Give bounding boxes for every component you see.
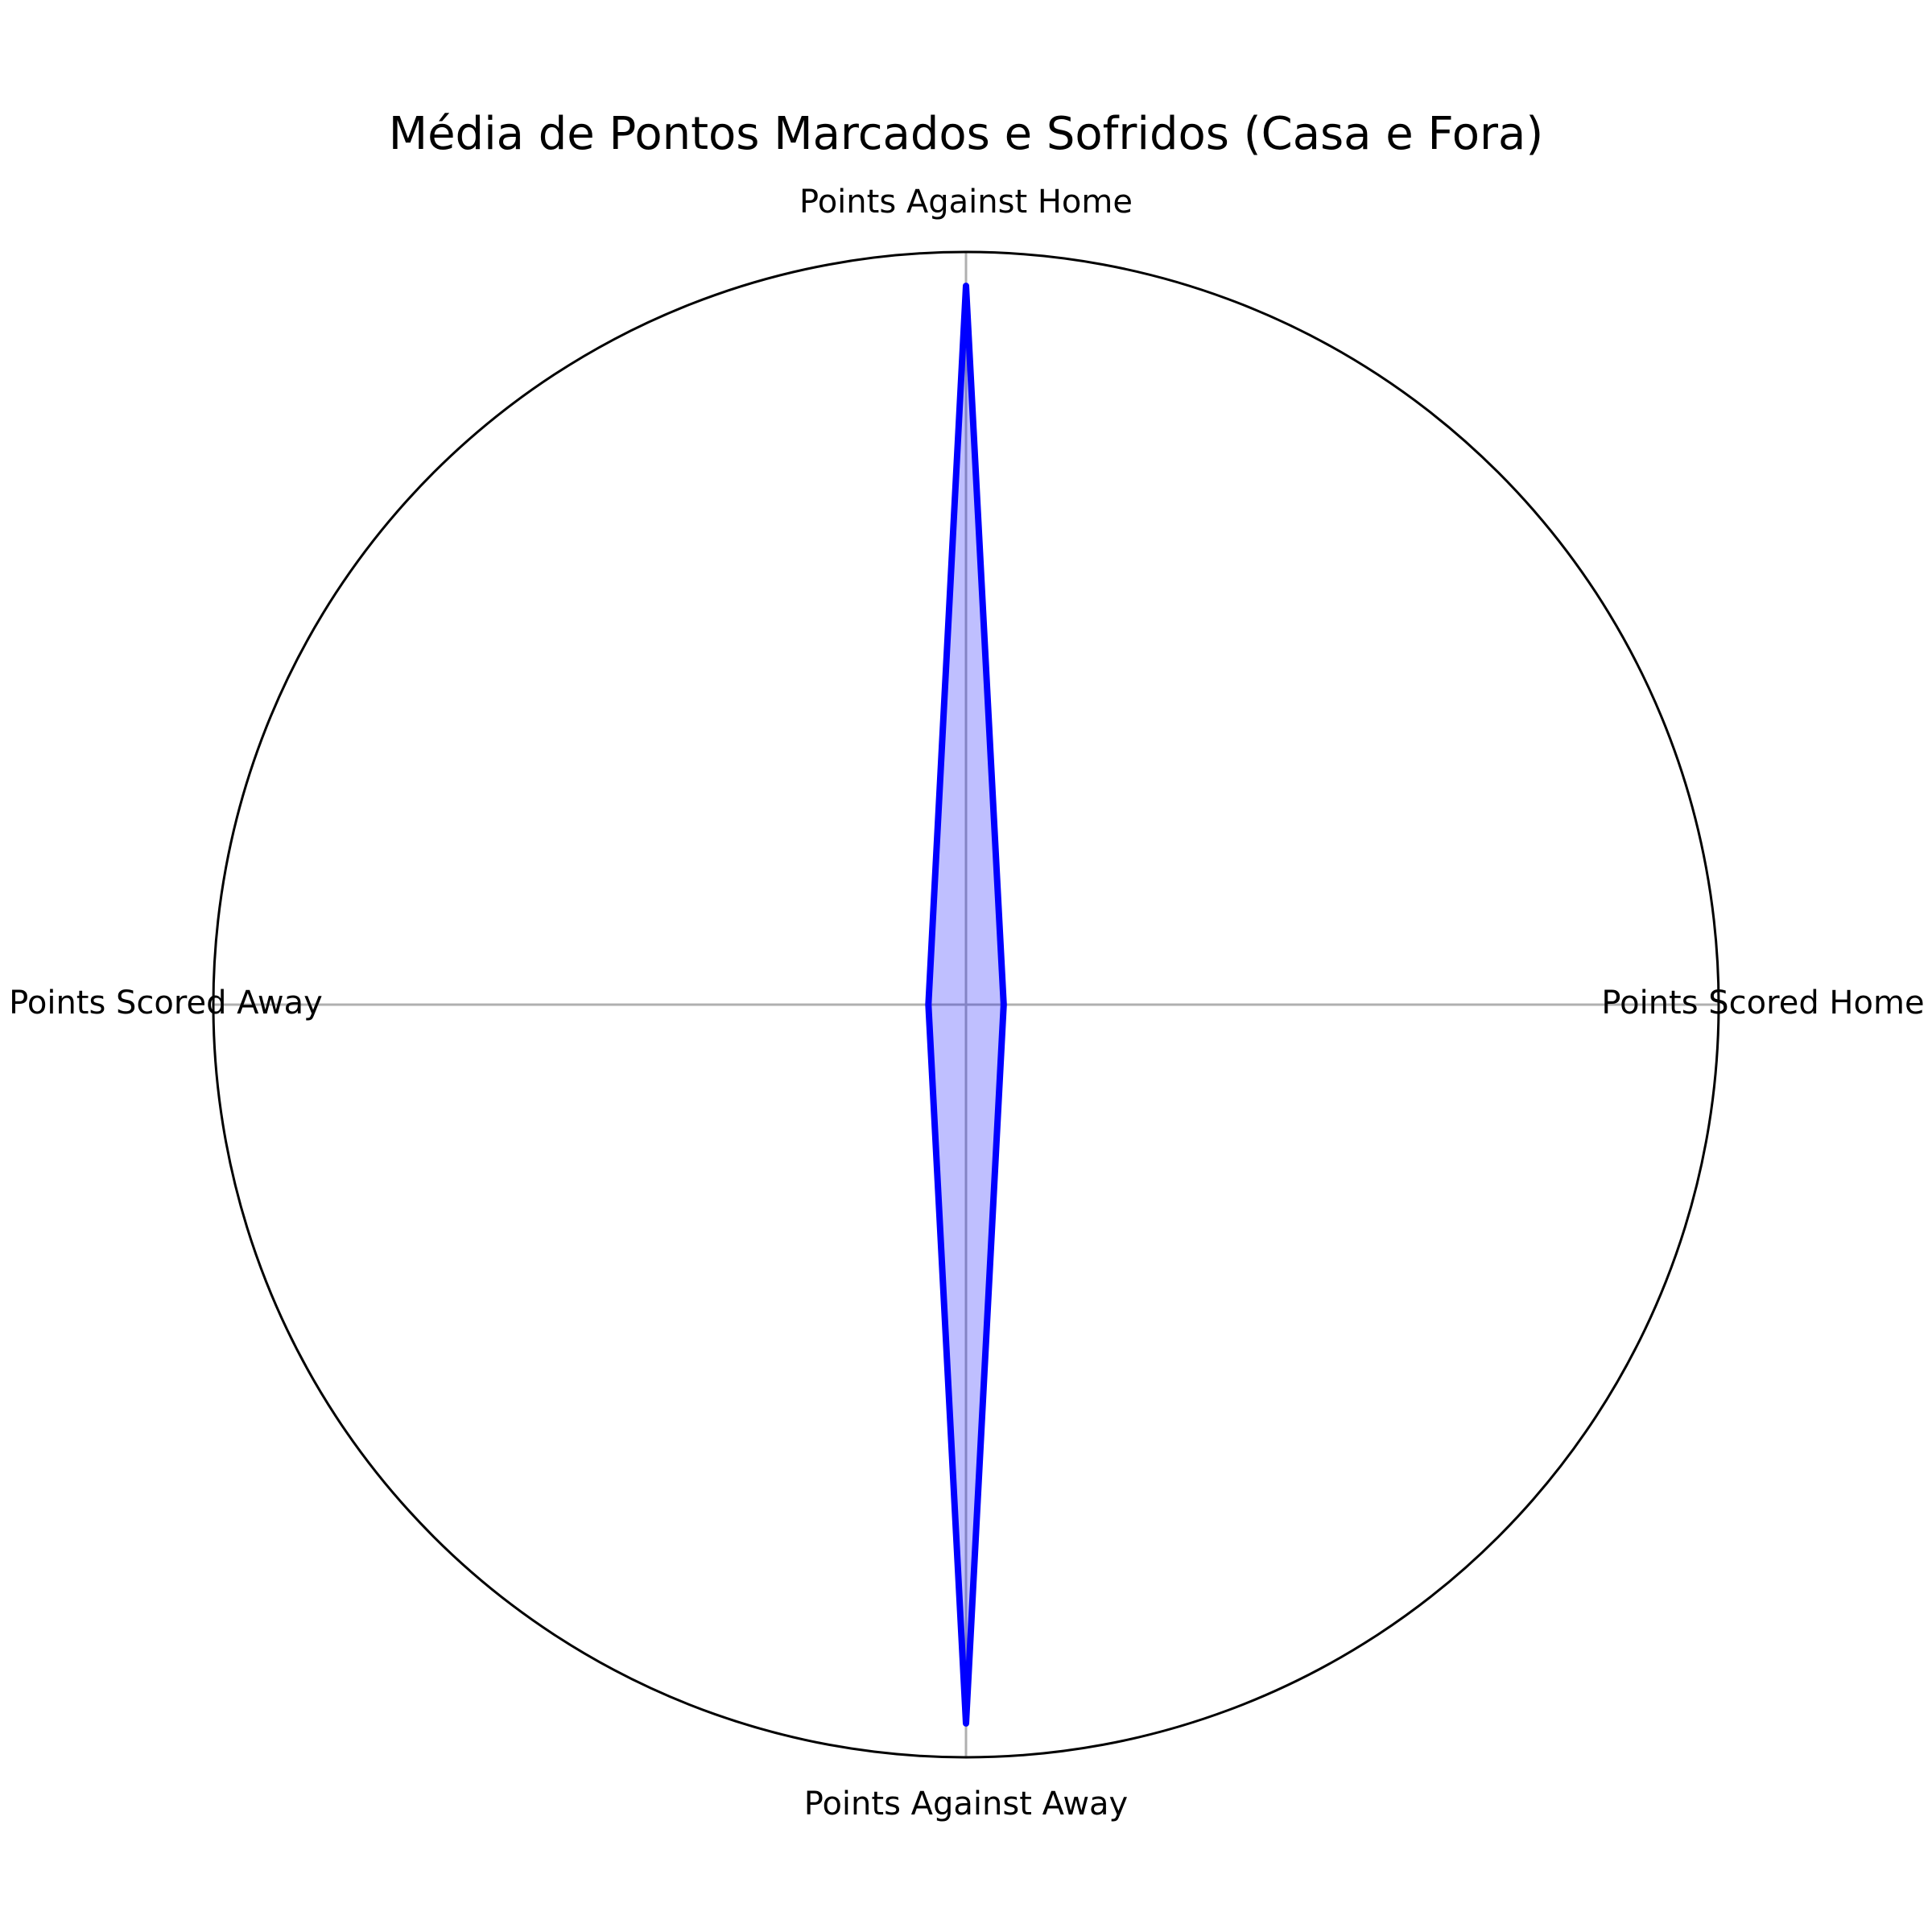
series-area — [928, 286, 1004, 1724]
axis-label-points-against-away: Points Against Away — [804, 1785, 1128, 1823]
axis-label-points-scored-away: Points Scored Away — [9, 985, 323, 1022]
polar-spine — [212, 250, 1720, 1759]
axis-label-points-against-home: Points Against Home — [799, 184, 1133, 221]
axis-label-points-scored-home: Points Scored Home — [1601, 985, 1924, 1022]
series-line — [925, 283, 1007, 1727]
chart-title: Média de Pontos Marcados e Sofridos (Cas… — [389, 108, 1543, 160]
